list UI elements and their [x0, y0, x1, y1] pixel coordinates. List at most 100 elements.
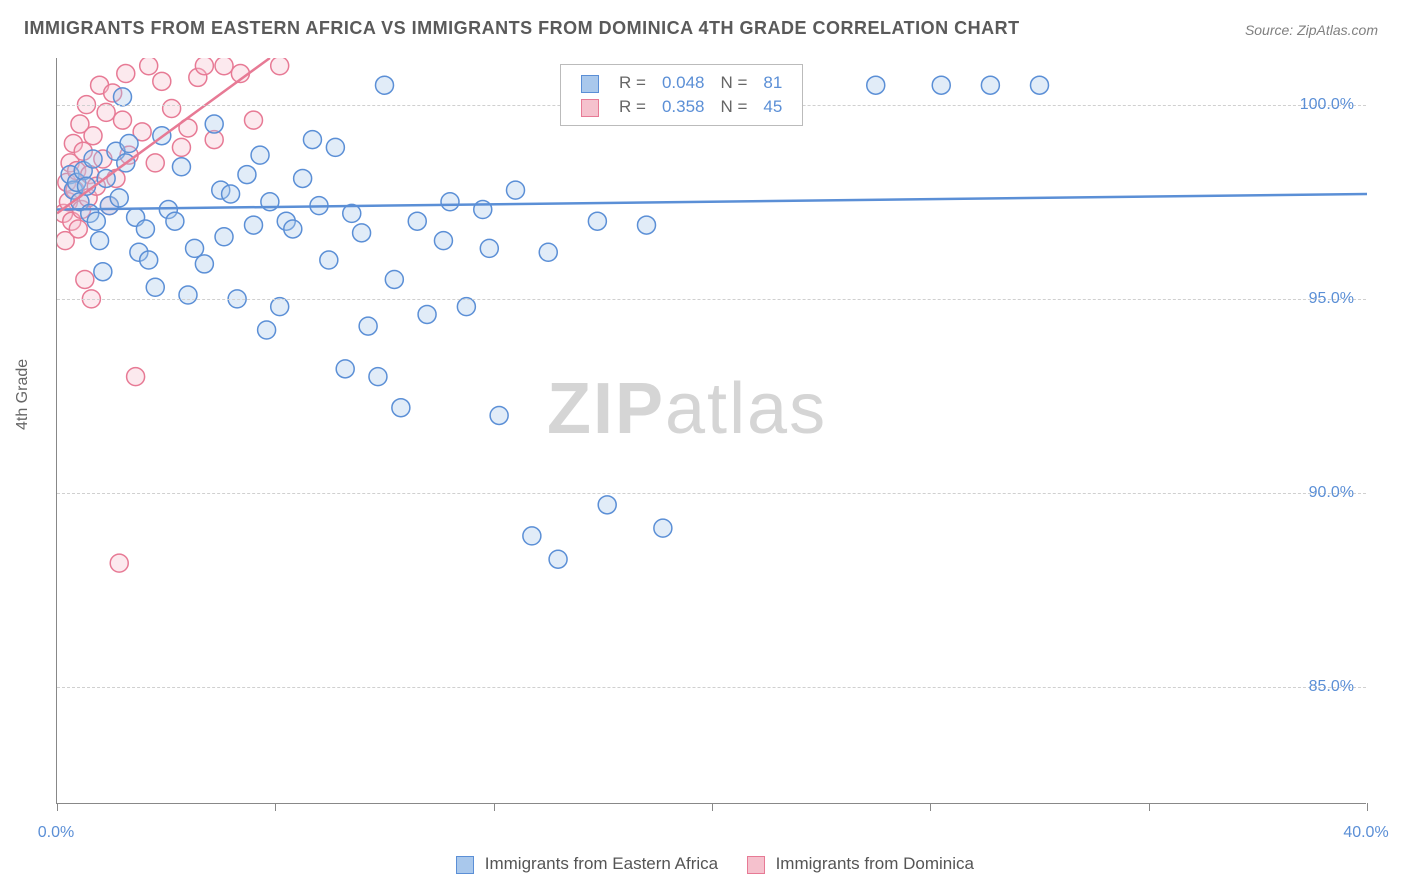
x-tick [494, 803, 495, 811]
trend-line [57, 194, 1367, 210]
legend-label-series2: Immigrants from Dominica [776, 854, 974, 873]
x-tick [930, 803, 931, 811]
data-point [84, 127, 102, 145]
data-point [867, 76, 885, 94]
data-point [136, 220, 154, 238]
data-point [490, 406, 508, 424]
legend-label-series1: Immigrants from Eastern Africa [485, 854, 718, 873]
n-label: N = [712, 95, 755, 119]
legend-row-series1: R = 0.048 N = 81 [573, 71, 790, 95]
data-point [258, 321, 276, 339]
data-point [166, 212, 184, 230]
data-point [114, 88, 132, 106]
data-point [163, 100, 181, 118]
data-point [146, 154, 164, 172]
data-point [110, 189, 128, 207]
scatter-chart [57, 58, 1367, 804]
grid-line [57, 493, 1366, 494]
data-point [245, 111, 263, 129]
r-label: R = [611, 95, 654, 119]
data-point [195, 255, 213, 273]
data-point [76, 270, 94, 288]
data-point [480, 239, 498, 257]
data-point [110, 554, 128, 572]
data-point [588, 212, 606, 230]
chart-title: IMMIGRANTS FROM EASTERN AFRICA VS IMMIGR… [24, 18, 1020, 39]
data-point [215, 58, 233, 75]
data-point [222, 185, 240, 203]
data-point [251, 146, 269, 164]
data-point [94, 263, 112, 281]
y-tick-label: 90.0% [1309, 484, 1354, 502]
data-point [981, 76, 999, 94]
data-point [245, 216, 263, 234]
y-tick-label: 100.0% [1300, 96, 1354, 114]
data-point [284, 220, 302, 238]
data-point [539, 243, 557, 261]
data-point [120, 134, 138, 152]
data-point [97, 103, 115, 121]
data-point [140, 251, 158, 269]
data-point [441, 193, 459, 211]
x-tick-label: 0.0% [38, 824, 74, 842]
data-point [215, 228, 233, 246]
grid-line [57, 299, 1366, 300]
data-point [376, 76, 394, 94]
data-point [172, 138, 190, 156]
r-value-2: 0.358 [654, 95, 713, 119]
data-point [385, 270, 403, 288]
data-point [91, 232, 109, 250]
data-point [238, 166, 256, 184]
x-tick [712, 803, 713, 811]
data-point [205, 115, 223, 133]
data-point [294, 169, 312, 187]
data-point [336, 360, 354, 378]
correlation-legend: R = 0.048 N = 81 R = 0.358 N = 45 [560, 64, 803, 126]
data-point [303, 131, 321, 149]
data-point [146, 278, 164, 296]
data-point [457, 298, 475, 316]
r-value-1: 0.048 [654, 71, 713, 95]
data-point [1031, 76, 1049, 94]
x-tick-label: 40.0% [1343, 824, 1388, 842]
legend-swatch-blue [456, 856, 474, 874]
data-point [271, 298, 289, 316]
data-point [186, 239, 204, 257]
plot-area: ZIPatlas 85.0%90.0%95.0%100.0% [56, 58, 1366, 804]
data-point [84, 150, 102, 168]
data-point [932, 76, 950, 94]
legend-swatch-pink [747, 856, 765, 874]
data-point [69, 220, 87, 238]
legend-swatch-blue [581, 75, 599, 93]
data-point [117, 65, 135, 83]
y-tick-label: 85.0% [1309, 678, 1354, 696]
data-point [434, 232, 452, 250]
data-point [359, 317, 377, 335]
data-point [654, 519, 672, 537]
source-attribution: Source: ZipAtlas.com [1245, 22, 1378, 38]
data-point [195, 58, 213, 75]
r-label: R = [611, 71, 654, 95]
data-point [326, 138, 344, 156]
data-point [140, 58, 158, 75]
data-point [271, 58, 289, 75]
data-point [153, 72, 171, 90]
x-tick [1149, 803, 1150, 811]
y-axis-label: 4th Grade [14, 359, 32, 430]
data-point [523, 527, 541, 545]
data-point [507, 181, 525, 199]
legend-row-series2: R = 0.358 N = 45 [573, 95, 790, 119]
x-tick [1367, 803, 1368, 811]
data-point [114, 111, 132, 129]
grid-line [57, 687, 1366, 688]
data-point [392, 399, 410, 417]
data-point [179, 286, 197, 304]
n-label: N = [712, 71, 755, 95]
series-legend: Immigrants from Eastern Africa Immigrant… [0, 854, 1406, 874]
n-value-2: 45 [755, 95, 790, 119]
x-tick [275, 803, 276, 811]
y-tick-label: 95.0% [1309, 290, 1354, 308]
data-point [418, 305, 436, 323]
data-point [87, 212, 105, 230]
data-point [549, 550, 567, 568]
